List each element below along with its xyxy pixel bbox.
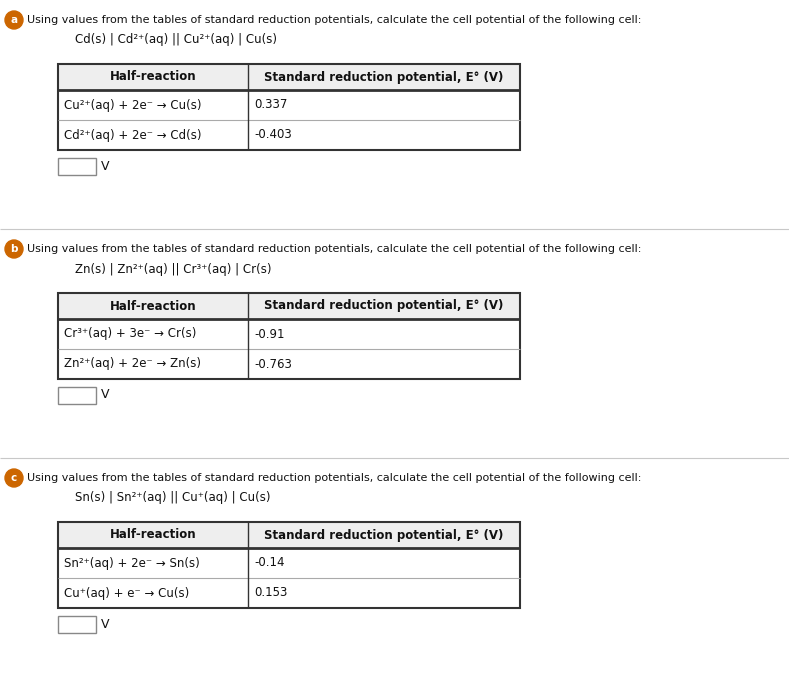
Text: Zn(s) | Zn²⁺(aq) || Cr³⁺(aq) | Cr(s): Zn(s) | Zn²⁺(aq) || Cr³⁺(aq) | Cr(s)	[75, 263, 271, 276]
Text: Cr³⁺(aq) + 3e⁻ → Cr(s): Cr³⁺(aq) + 3e⁻ → Cr(s)	[64, 327, 196, 340]
Text: Zn²⁺(aq) + 2e⁻ → Zn(s): Zn²⁺(aq) + 2e⁻ → Zn(s)	[64, 358, 201, 371]
Bar	[58, 158, 96, 174]
Bar	[58, 293, 520, 379]
Circle shape	[5, 469, 23, 487]
Bar	[58, 64, 520, 90]
Text: c: c	[11, 473, 17, 483]
Text: Standard reduction potential, E° (V): Standard reduction potential, E° (V)	[264, 528, 503, 542]
Text: Sn(s) | Sn²⁺(aq) || Cu⁺(aq) | Cu(s): Sn(s) | Sn²⁺(aq) || Cu⁺(aq) | Cu(s)	[75, 491, 271, 504]
Bar	[58, 522, 520, 608]
Text: V: V	[101, 159, 110, 172]
Text: -0.91: -0.91	[254, 327, 285, 340]
Text: -0.14: -0.14	[254, 557, 285, 570]
Text: 0.337: 0.337	[254, 99, 287, 112]
Text: Using values from the tables of standard reduction potentials, calculate the cel: Using values from the tables of standard…	[27, 15, 641, 25]
Text: 0.153: 0.153	[254, 586, 287, 599]
Bar	[58, 293, 520, 319]
Text: Half-reaction: Half-reaction	[110, 300, 196, 313]
Bar	[58, 615, 96, 633]
Text: Half-reaction: Half-reaction	[110, 528, 196, 542]
Text: Cu²⁺(aq) + 2e⁻ → Cu(s): Cu²⁺(aq) + 2e⁻ → Cu(s)	[64, 99, 201, 112]
Text: a: a	[10, 15, 17, 25]
Text: V: V	[101, 617, 110, 630]
Text: Standard reduction potential, E° (V): Standard reduction potential, E° (V)	[264, 300, 503, 313]
Text: V: V	[101, 389, 110, 402]
Text: -0.403: -0.403	[254, 129, 292, 141]
Text: Half-reaction: Half-reaction	[110, 70, 196, 83]
Bar	[58, 522, 520, 608]
Text: Sn²⁺(aq) + 2e⁻ → Sn(s): Sn²⁺(aq) + 2e⁻ → Sn(s)	[64, 557, 200, 570]
Text: Using values from the tables of standard reduction potentials, calculate the cel: Using values from the tables of standard…	[27, 244, 641, 254]
Bar	[58, 522, 520, 548]
Circle shape	[5, 11, 23, 29]
Text: Using values from the tables of standard reduction potentials, calculate the cel: Using values from the tables of standard…	[27, 473, 641, 483]
Text: Cd²⁺(aq) + 2e⁻ → Cd(s): Cd²⁺(aq) + 2e⁻ → Cd(s)	[64, 129, 201, 141]
Bar	[58, 387, 96, 404]
Bar	[58, 293, 520, 379]
Text: -0.763: -0.763	[254, 358, 292, 371]
Text: Standard reduction potential, E° (V): Standard reduction potential, E° (V)	[264, 70, 503, 83]
Text: Cu⁺(aq) + e⁻ → Cu(s): Cu⁺(aq) + e⁻ → Cu(s)	[64, 586, 189, 599]
Bar	[58, 64, 520, 150]
Text: Cd(s) | Cd²⁺(aq) || Cu²⁺(aq) | Cu(s): Cd(s) | Cd²⁺(aq) || Cu²⁺(aq) | Cu(s)	[75, 34, 277, 46]
Bar	[58, 64, 520, 150]
Text: b: b	[10, 244, 17, 254]
Circle shape	[5, 240, 23, 258]
